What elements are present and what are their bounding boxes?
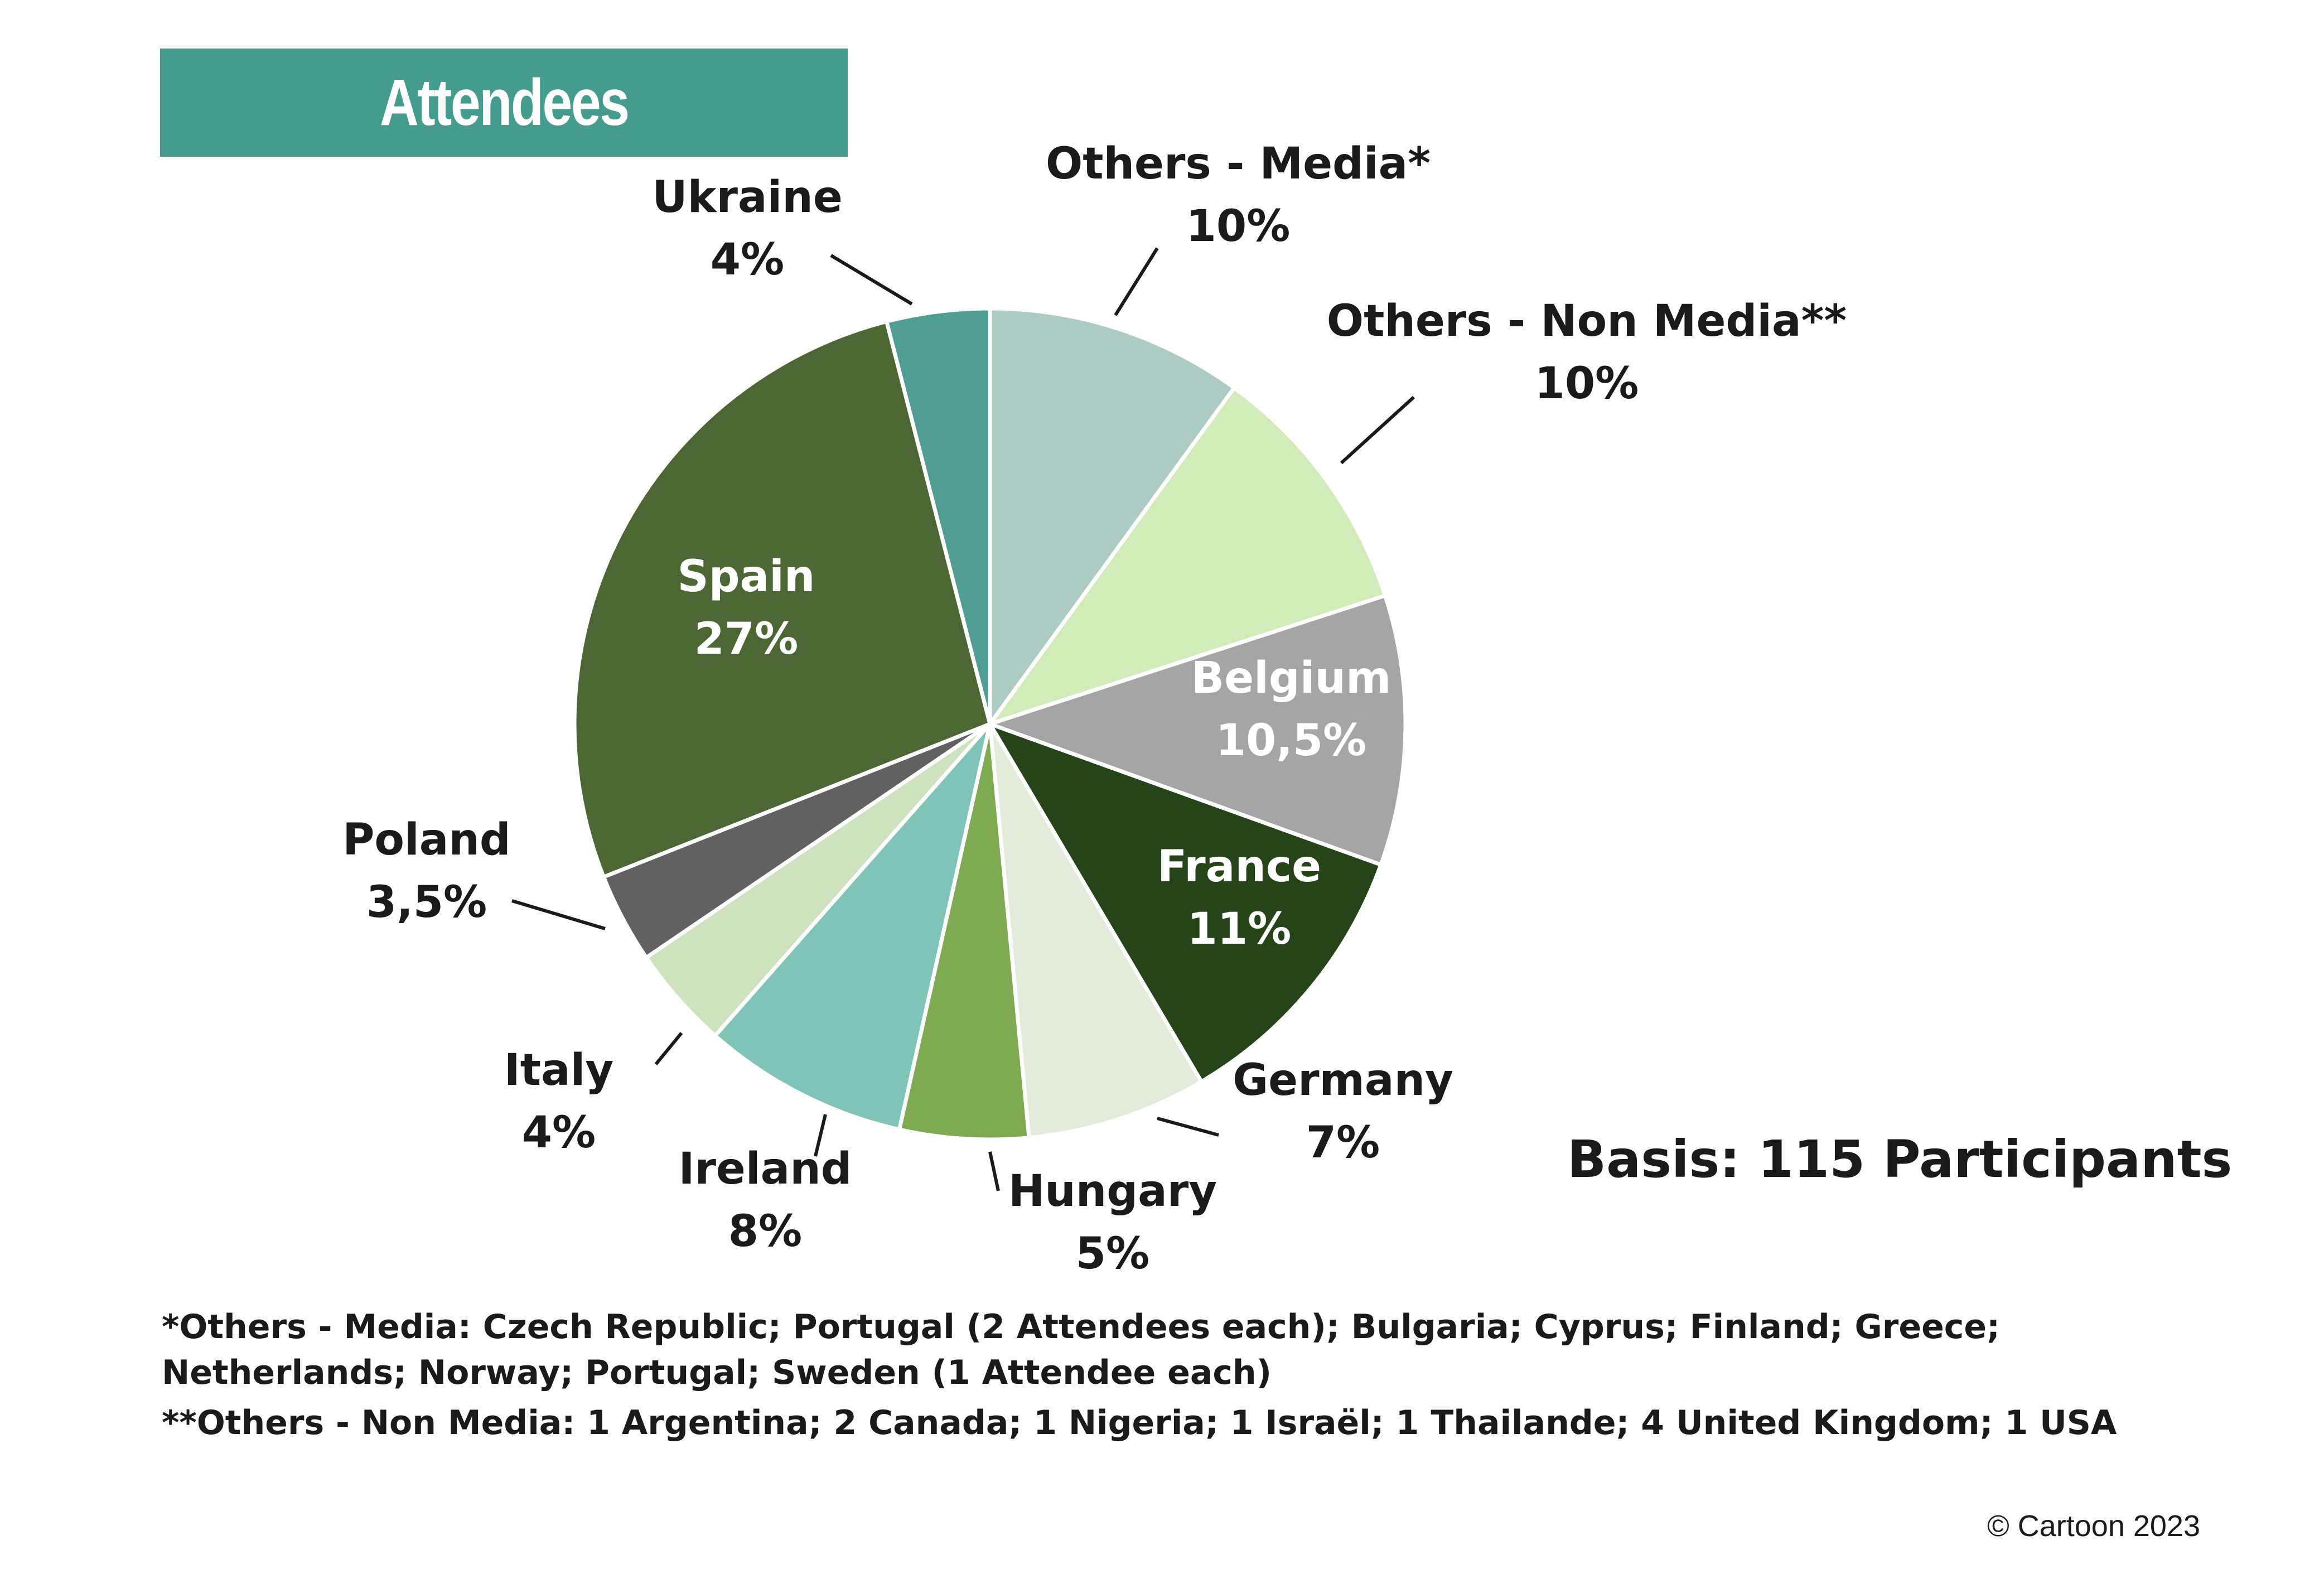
slice-label: Spain [678,552,815,602]
copyright: © Cartoon 2023 [1987,1509,2200,1543]
pie-slice-others-non-media [984,385,1388,728]
slice-label: Ireland [678,1144,852,1194]
leader-line [830,254,913,306]
pie-slice-ireland [712,722,992,1132]
leader-line [988,1151,1000,1191]
pie-slice-spain [572,319,993,880]
leader-line [1340,395,1415,465]
slice-label: Germany [1233,1055,1453,1105]
slice-value-label: 4% [522,1108,596,1158]
slice-label: France [1157,842,1321,892]
footnote-non-media: **Others - Non Media: 1 Argentina; 2 Can… [162,1403,2117,1442]
pie-slice-france [985,720,1384,1085]
slice-value-label: 4% [711,235,784,285]
basis-note: Basis: 115 Participants [1567,1129,2233,1189]
slice-label: Others - Non Media** [1327,296,1847,346]
slice-value-label: 11% [1187,904,1292,954]
slice-value-label: 7% [1306,1118,1380,1168]
slice-value-label: 5% [1076,1229,1149,1279]
pie-slice-belgium [984,593,1408,867]
leader-line [1114,247,1159,316]
leader-line [511,899,606,930]
leader-line [1157,1117,1219,1137]
slice-label: Hungary [1008,1166,1217,1216]
slice-label: Ukraine [652,172,842,223]
slice-value-label: 3,5% [366,877,487,928]
slice-value-label: 10% [1535,359,1639,409]
pie-slice-others-media [988,306,1237,730]
leader-line [814,1114,827,1157]
pie-slice-italy [643,722,992,1039]
slice-label: Poland [342,815,511,865]
slice-value-label: 8% [728,1206,802,1257]
pie-slice-germany [988,723,1205,1140]
slice-label: Belgium [1191,653,1391,703]
slice-value-label: 10,5% [1216,716,1367,766]
slice-value-label: 27% [694,614,799,664]
footnote-media: *Others - Media: Czech Republic; Portuga… [162,1307,2001,1392]
pie-slice-ukraine [884,306,992,725]
slice-label: Others - Media* [1046,139,1431,189]
title-banner: Attendees [160,49,848,157]
slice-value-label: 10% [1186,201,1291,252]
slice-label: Italy [504,1045,614,1095]
pie-slice-hungary [897,723,1031,1142]
leader-line [654,1032,683,1065]
page-title: Attendees [379,66,630,139]
